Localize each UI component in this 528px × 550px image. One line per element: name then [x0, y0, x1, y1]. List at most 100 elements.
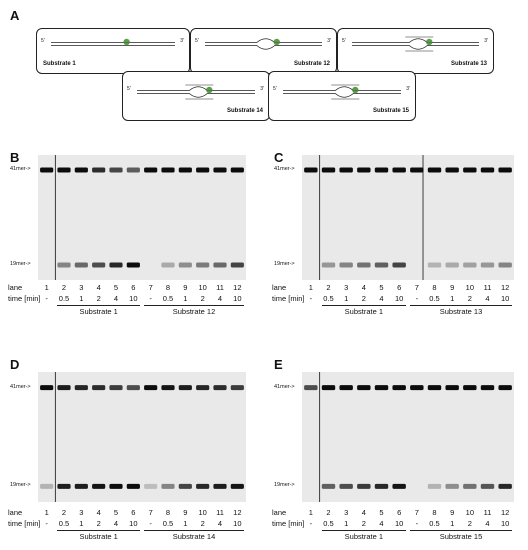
time-value: 2 [467, 294, 472, 303]
band-41mer [196, 385, 210, 391]
five-prime-label: 5' [342, 38, 346, 44]
three-prime-label: 3' [260, 86, 264, 92]
band-41mer [74, 167, 88, 173]
band-41mer [213, 167, 227, 173]
lane-number: 10 [198, 508, 207, 517]
lane-number: 5 [379, 508, 384, 517]
substrate-label: Substrate 15 [372, 108, 409, 114]
marker-41mer: 41mer-> [274, 166, 295, 172]
fluorophore-mark [123, 38, 130, 46]
band-19mer [463, 483, 477, 489]
band-41mer [57, 385, 71, 391]
panel-letter: D [10, 357, 20, 372]
band-41mer [109, 385, 123, 391]
time-value: 0.5 [162, 294, 174, 303]
time-value: 10 [394, 294, 404, 303]
band-19mer [498, 483, 512, 489]
time-value: 10 [129, 294, 138, 303]
band-19mer [57, 262, 71, 268]
time-value: 1 [344, 294, 349, 303]
time-value: 4 [379, 519, 384, 528]
band-19mer [357, 483, 371, 489]
band-19mer [230, 262, 244, 268]
time-row-label: time [min] [272, 519, 305, 528]
lane-number: 6 [131, 508, 136, 517]
time-value: 0.5 [429, 519, 440, 528]
substrate-box: 5' 3' Substrate 15 [268, 71, 416, 121]
time-value: - [45, 294, 48, 303]
panel-letter: C [274, 150, 284, 165]
substrate-box: 5' 3' Substrate 14 [122, 71, 270, 121]
substrate-label: Substrate 1 [43, 61, 76, 67]
band-41mer [92, 385, 106, 391]
time-value: - [149, 519, 152, 528]
band-41mer [498, 385, 512, 391]
time-row-label: time [min] [8, 519, 41, 528]
three-prime-label: 3' [484, 38, 488, 44]
time-value: 1 [79, 519, 84, 528]
lane-number: 4 [361, 508, 366, 517]
time-value: 1 [183, 294, 188, 303]
time-value: 10 [233, 294, 242, 303]
time-value: 10 [129, 519, 138, 528]
band-19mer [339, 262, 353, 268]
time-value: 0.5 [162, 519, 174, 528]
band-41mer [74, 385, 88, 391]
lane-number: 12 [500, 508, 510, 517]
lane-number: 1 [44, 508, 49, 517]
lane-number: 8 [432, 508, 437, 517]
substrate-label: Substrate 12 [293, 61, 330, 67]
band-19mer [321, 483, 336, 489]
marker-41mer: 41mer-> [274, 383, 295, 390]
lane-number: 8 [165, 508, 171, 517]
lane-number: 8 [165, 283, 171, 292]
time-value: 0.5 [58, 519, 70, 528]
substrate-box: 5' 3' Substrate 12 [190, 28, 337, 74]
band-41mer [40, 385, 54, 391]
band-41mer [126, 385, 140, 391]
marker-41mer: 41mer-> [10, 383, 31, 390]
group-underline [410, 305, 512, 306]
lane-number: 2 [326, 283, 331, 292]
duplex-diagram [283, 84, 401, 100]
duplex-diagram [51, 38, 175, 46]
lane-number: 10 [465, 508, 474, 517]
marker-41mer: 41mer-> [10, 166, 31, 172]
time-value: 4 [113, 294, 119, 303]
band-41mer [445, 385, 459, 391]
lane-number: 7 [148, 508, 153, 517]
group-label: Substrate 1 [344, 307, 383, 316]
time-value: 4 [485, 294, 490, 303]
band-41mer [304, 385, 318, 391]
band-19mer [144, 483, 158, 489]
lane-row-label: lane [8, 283, 23, 292]
band-41mer [161, 385, 175, 391]
band-41mer [374, 167, 389, 173]
time-value: - [309, 294, 313, 303]
gel-image [302, 372, 514, 502]
band-19mer [445, 262, 459, 268]
time-value: 1 [450, 294, 455, 303]
band-19mer [74, 262, 88, 268]
lane-number: 1 [44, 283, 49, 292]
group-underline [57, 530, 140, 531]
lane-number: 12 [233, 508, 242, 517]
lane-number: 6 [131, 283, 136, 292]
time-value: 0.5 [58, 294, 70, 303]
time-value: 4 [217, 294, 223, 303]
band-41mer [109, 167, 123, 173]
fluorophore-mark [273, 38, 280, 46]
band-41mer [57, 167, 71, 173]
band-41mer [92, 167, 106, 173]
marker-19mer: 19mer-> [274, 482, 295, 489]
band-19mer [196, 483, 210, 489]
time-value: 10 [500, 294, 510, 303]
time-value: 0.5 [323, 294, 334, 303]
time-value: - [415, 519, 419, 528]
band-19mer [445, 483, 459, 489]
gel-image [38, 155, 246, 280]
band-41mer [392, 385, 406, 391]
band-41mer [427, 167, 442, 173]
band-41mer [144, 385, 158, 391]
band-41mer [463, 167, 477, 173]
